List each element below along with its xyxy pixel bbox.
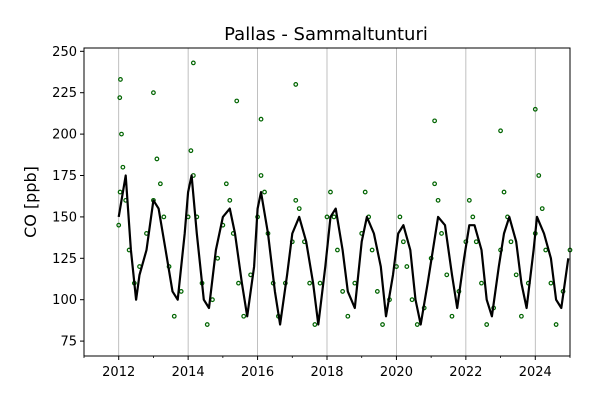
data-point [151, 90, 156, 96]
data-point [171, 313, 177, 319]
data-point [258, 173, 264, 178]
y-axis-label: CO [ppb] [21, 166, 40, 238]
data-point [439, 231, 444, 236]
data-point [484, 322, 490, 327]
y-tick-label: 150 [52, 210, 77, 225]
x-tick-label: 2014 [172, 365, 205, 380]
data-point [432, 118, 438, 124]
data-point [543, 247, 549, 253]
data-point [345, 313, 351, 319]
data-point [449, 313, 455, 319]
data-point [188, 148, 194, 154]
data-point [513, 272, 519, 278]
data-point [227, 197, 233, 203]
x-tick-label: 2016 [241, 365, 274, 380]
y-tick-label: 100 [52, 293, 77, 308]
y-tick-label: 250 [52, 45, 77, 60]
data-point [409, 297, 415, 303]
axis-layer: 2012 2014 2016 2018 2020 2022 2024 75 100 125 150 1… [52, 45, 571, 380]
data-point [508, 239, 514, 245]
data-point [473, 239, 479, 245]
data-point [117, 189, 123, 195]
data-point [116, 222, 122, 228]
data-point [536, 173, 542, 178]
data-point [553, 322, 559, 327]
x-tick-label: 2018 [310, 365, 343, 380]
data-point [539, 206, 545, 212]
data-point [236, 280, 241, 286]
data-point [241, 313, 247, 319]
data-point [414, 322, 420, 327]
data-point [234, 98, 240, 104]
y-tick-label: 175 [52, 169, 77, 184]
grid-layer [118, 48, 536, 356]
y-tick-label: 225 [52, 86, 77, 101]
data-point [190, 60, 196, 66]
data-point [400, 239, 406, 245]
data-point [258, 116, 264, 122]
data-point [204, 322, 210, 327]
data-point [293, 197, 299, 203]
data-point [470, 214, 476, 220]
data-point [466, 197, 472, 203]
data-point [312, 322, 318, 327]
chart-title: Pallas - Sammaltunturi [224, 24, 428, 45]
fit-line [117, 174, 570, 326]
data-point [223, 181, 229, 187]
data-point [362, 189, 368, 195]
data-point [498, 128, 503, 134]
data-point [548, 280, 554, 286]
data-point [307, 280, 313, 286]
data-point [444, 272, 450, 278]
data-point [374, 289, 380, 294]
data-point [293, 82, 299, 87]
data-point [340, 289, 346, 294]
data-point [352, 280, 358, 286]
data-point [157, 181, 163, 187]
data-point [118, 77, 123, 82]
data-point [328, 189, 333, 195]
data-point [296, 206, 302, 212]
data-point [432, 181, 438, 187]
y-tick-label: 125 [52, 252, 77, 267]
data-point [215, 255, 221, 261]
data-point [501, 189, 507, 195]
data-point [117, 95, 123, 101]
data-point [178, 289, 184, 294]
data-point [120, 164, 126, 170]
data-point [154, 156, 160, 162]
data-point [532, 106, 538, 112]
data-point [262, 189, 267, 195]
x-tick-label: 2022 [449, 365, 482, 380]
data-point [479, 280, 484, 286]
data-point [317, 280, 323, 286]
fit-line-layer [117, 174, 570, 326]
data-point [119, 131, 124, 137]
data-point [435, 197, 441, 203]
data-point [397, 214, 403, 220]
x-tick-label: 2012 [102, 365, 135, 380]
data-point [161, 214, 167, 220]
data-point [404, 264, 410, 269]
x-tick-label: 2020 [380, 365, 413, 380]
data-point [380, 322, 385, 327]
y-tick-label: 200 [52, 128, 77, 143]
x-tick-label: 2024 [519, 365, 552, 380]
y-tick-label: 75 [60, 335, 77, 350]
data-point [331, 214, 337, 220]
data-point [369, 247, 375, 253]
scatter-points-layer [116, 60, 573, 327]
data-point [335, 247, 340, 253]
data-point [324, 214, 330, 220]
data-point [519, 313, 524, 319]
